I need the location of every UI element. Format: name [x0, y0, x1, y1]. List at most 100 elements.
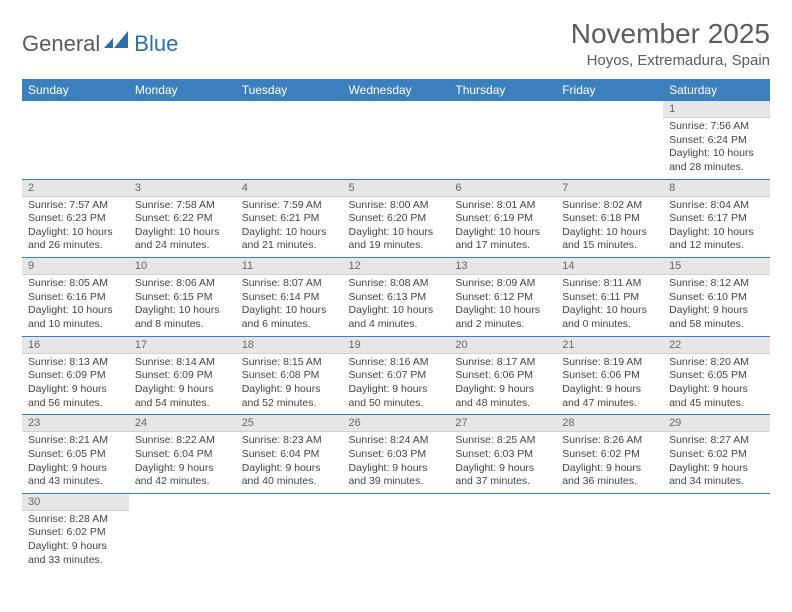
day-number: 17 [129, 337, 236, 354]
sunset-line: Sunset: 6:21 PM [242, 212, 337, 226]
sunrise-line: Sunrise: 8:23 AM [242, 434, 337, 448]
sunrise-line: Sunrise: 8:13 AM [28, 356, 123, 370]
daylight-line: Daylight: 9 hours and 54 minutes. [135, 383, 230, 410]
day-body: Sunrise: 8:09 AMSunset: 6:12 PMDaylight:… [449, 275, 556, 336]
daylight-line: Daylight: 9 hours and 43 minutes. [28, 462, 123, 489]
day-cell: 2Sunrise: 7:57 AMSunset: 6:23 PMDaylight… [22, 179, 129, 258]
day-cell: 22Sunrise: 8:20 AMSunset: 6:05 PMDayligh… [663, 336, 770, 415]
sunset-line: Sunset: 6:09 PM [28, 369, 123, 383]
day-cell: 15Sunrise: 8:12 AMSunset: 6:10 PMDayligh… [663, 258, 770, 337]
day-body: Sunrise: 8:02 AMSunset: 6:18 PMDaylight:… [556, 197, 663, 258]
day-body: Sunrise: 8:17 AMSunset: 6:06 PMDaylight:… [449, 354, 556, 415]
logo-text-2: Blue [134, 31, 178, 57]
day-cell: 21Sunrise: 8:19 AMSunset: 6:06 PMDayligh… [556, 336, 663, 415]
sunrise-line: Sunrise: 7:57 AM [28, 199, 123, 213]
day-cell [129, 101, 236, 179]
day-cell [663, 493, 770, 571]
day-number: 2 [22, 180, 129, 197]
daylight-line: Daylight: 9 hours and 36 minutes. [562, 462, 657, 489]
day-cell: 14Sunrise: 8:11 AMSunset: 6:11 PMDayligh… [556, 258, 663, 337]
day-body: Sunrise: 8:24 AMSunset: 6:03 PMDaylight:… [343, 432, 450, 493]
day-number: 28 [556, 415, 663, 432]
day-cell: 8Sunrise: 8:04 AMSunset: 6:17 PMDaylight… [663, 179, 770, 258]
day-body: Sunrise: 8:08 AMSunset: 6:13 PMDaylight:… [343, 275, 450, 336]
day-number: 15 [663, 258, 770, 275]
sunrise-line: Sunrise: 8:26 AM [562, 434, 657, 448]
day-cell: 25Sunrise: 8:23 AMSunset: 6:04 PMDayligh… [236, 415, 343, 494]
logo-text-1: General [22, 31, 100, 57]
day-cell: 6Sunrise: 8:01 AMSunset: 6:19 PMDaylight… [449, 179, 556, 258]
day-number: 19 [343, 337, 450, 354]
sunrise-line: Sunrise: 8:19 AM [562, 356, 657, 370]
sunrise-line: Sunrise: 8:15 AM [242, 356, 337, 370]
sunrise-line: Sunrise: 8:21 AM [28, 434, 123, 448]
day-cell [556, 493, 663, 571]
flag-icon [104, 31, 132, 57]
day-cell: 5Sunrise: 8:00 AMSunset: 6:20 PMDaylight… [343, 179, 450, 258]
sunrise-line: Sunrise: 7:58 AM [135, 199, 230, 213]
calendar-body: 1Sunrise: 7:56 AMSunset: 6:24 PMDaylight… [22, 101, 770, 571]
daylight-line: Daylight: 9 hours and 45 minutes. [669, 383, 764, 410]
day-cell [449, 493, 556, 571]
day-cell: 29Sunrise: 8:27 AMSunset: 6:02 PMDayligh… [663, 415, 770, 494]
sunset-line: Sunset: 6:23 PM [28, 212, 123, 226]
day-body: Sunrise: 7:59 AMSunset: 6:21 PMDaylight:… [236, 197, 343, 258]
daylight-line: Daylight: 9 hours and 48 minutes. [455, 383, 550, 410]
daylight-line: Daylight: 9 hours and 37 minutes. [455, 462, 550, 489]
day-body: Sunrise: 8:26 AMSunset: 6:02 PMDaylight:… [556, 432, 663, 493]
daylight-line: Daylight: 10 hours and 6 minutes. [242, 304, 337, 331]
daylight-line: Daylight: 10 hours and 8 minutes. [135, 304, 230, 331]
day-cell [343, 101, 450, 179]
day-body: Sunrise: 8:16 AMSunset: 6:07 PMDaylight:… [343, 354, 450, 415]
sunset-line: Sunset: 6:12 PM [455, 291, 550, 305]
day-body: Sunrise: 8:20 AMSunset: 6:05 PMDaylight:… [663, 354, 770, 415]
sunrise-line: Sunrise: 8:22 AM [135, 434, 230, 448]
sunset-line: Sunset: 6:07 PM [349, 369, 444, 383]
sunrise-line: Sunrise: 8:14 AM [135, 356, 230, 370]
weekday-header: Sunday [22, 79, 129, 101]
day-number: 21 [556, 337, 663, 354]
day-body: Sunrise: 8:12 AMSunset: 6:10 PMDaylight:… [663, 275, 770, 336]
day-number: 30 [22, 494, 129, 511]
day-cell: 18Sunrise: 8:15 AMSunset: 6:08 PMDayligh… [236, 336, 343, 415]
day-body: Sunrise: 8:28 AMSunset: 6:02 PMDaylight:… [22, 511, 129, 572]
day-body: Sunrise: 8:06 AMSunset: 6:15 PMDaylight:… [129, 275, 236, 336]
sunset-line: Sunset: 6:04 PM [242, 448, 337, 462]
sunset-line: Sunset: 6:18 PM [562, 212, 657, 226]
day-number: 7 [556, 180, 663, 197]
day-number: 10 [129, 258, 236, 275]
sunset-line: Sunset: 6:14 PM [242, 291, 337, 305]
day-number: 14 [556, 258, 663, 275]
sunset-line: Sunset: 6:06 PM [455, 369, 550, 383]
day-body: Sunrise: 8:27 AMSunset: 6:02 PMDaylight:… [663, 432, 770, 493]
sunset-line: Sunset: 6:16 PM [28, 291, 123, 305]
day-number: 29 [663, 415, 770, 432]
day-cell: 24Sunrise: 8:22 AMSunset: 6:04 PMDayligh… [129, 415, 236, 494]
day-number: 8 [663, 180, 770, 197]
month-title: November 2025 [571, 18, 770, 50]
weekday-header: Tuesday [236, 79, 343, 101]
day-cell: 11Sunrise: 8:07 AMSunset: 6:14 PMDayligh… [236, 258, 343, 337]
daylight-line: Daylight: 10 hours and 21 minutes. [242, 226, 337, 253]
weekday-header: Wednesday [343, 79, 450, 101]
day-cell: 4Sunrise: 7:59 AMSunset: 6:21 PMDaylight… [236, 179, 343, 258]
daylight-line: Daylight: 10 hours and 10 minutes. [28, 304, 123, 331]
sunrise-line: Sunrise: 8:07 AM [242, 277, 337, 291]
weekday-header: Friday [556, 79, 663, 101]
daylight-line: Daylight: 10 hours and 19 minutes. [349, 226, 444, 253]
day-cell: 16Sunrise: 8:13 AMSunset: 6:09 PMDayligh… [22, 336, 129, 415]
daylight-line: Daylight: 9 hours and 40 minutes. [242, 462, 337, 489]
calendar-page: General Blue November 2025 Hoyos, Extrem… [0, 0, 792, 583]
sunrise-line: Sunrise: 8:02 AM [562, 199, 657, 213]
sunrise-line: Sunrise: 8:04 AM [669, 199, 764, 213]
day-number: 16 [22, 337, 129, 354]
sunset-line: Sunset: 6:03 PM [455, 448, 550, 462]
title-block: November 2025 Hoyos, Extremadura, Spain [571, 18, 770, 69]
sunrise-line: Sunrise: 8:11 AM [562, 277, 657, 291]
day-cell: 30Sunrise: 8:28 AMSunset: 6:02 PMDayligh… [22, 493, 129, 571]
daylight-line: Daylight: 9 hours and 50 minutes. [349, 383, 444, 410]
day-body: Sunrise: 8:04 AMSunset: 6:17 PMDaylight:… [663, 197, 770, 258]
sunset-line: Sunset: 6:22 PM [135, 212, 230, 226]
sunset-line: Sunset: 6:19 PM [455, 212, 550, 226]
day-body: Sunrise: 7:58 AMSunset: 6:22 PMDaylight:… [129, 197, 236, 258]
